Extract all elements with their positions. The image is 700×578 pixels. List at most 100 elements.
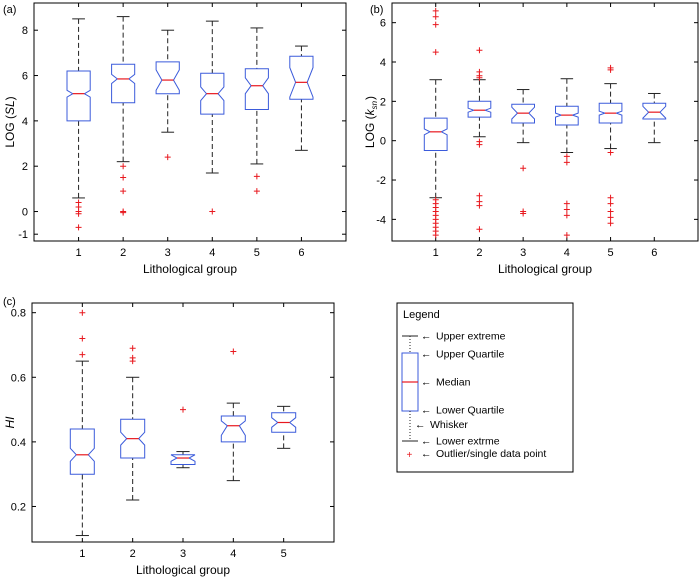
panel-a-y-tick-label: 4 [22,116,28,128]
panel-c-box-group [220,348,246,482]
panel-a-x-tick-label: 3 [165,247,171,259]
panel-a-x-tick-label: 2 [120,247,126,259]
panel-c-y-axis-label: HI [3,416,17,429]
panel-b-outlier-marker [476,74,483,81]
panel-c-panel-label: (c) [3,296,16,308]
panel-b-box-group [555,78,579,239]
panel-a-box [111,63,136,104]
panel-b-outlier-marker [563,206,570,213]
panel-c-outlier-marker [129,345,136,352]
panel-b-outlier-marker [432,49,439,56]
panel-c-outlier-marker [129,358,136,365]
legend-arrow-outlier: ← [421,448,432,460]
panel-a-outlier-marker [120,188,127,195]
legend-label-whisker: Whisker [430,419,468,431]
panel-b-outlier-marker [607,149,614,156]
legend-label-median: Median [436,377,471,389]
panel-c-x-tick-label: 4 [230,548,236,560]
panel-a-box-group [289,45,314,151]
panel-c-x-axis-label: Lithological group [136,563,230,577]
panel-b-y-tick-label: 4 [380,57,386,69]
panel-a-y-tick-label: 0 [22,207,28,219]
panel-b-outlier-marker [563,153,570,160]
panel-b-panel-label: (b) [370,4,383,16]
panel-a-outlier-marker [209,208,216,215]
panel-b-outlier-marker [563,200,570,207]
panel-c-box [69,428,95,475]
panel-c-outlier-marker [79,351,86,358]
panel-b-outlier-marker [520,165,527,172]
legend-arrow-median: ← [421,377,432,389]
panel-a-x-axis-label: Lithological group [143,262,237,276]
panel-b-outlier-marker [476,202,483,209]
legend-label-upper-quartile: Upper Quartile [436,349,504,361]
legend-arrow-upper-quartile: ← [421,349,432,361]
panel-a-outlier-marker [120,174,127,181]
panel-a-outlier-marker [120,209,127,216]
panel-b-outlier-marker [432,13,439,20]
panel-b-outlier-marker [432,21,439,28]
panel-b-x-tick-label: 4 [564,247,570,259]
panel-a-plot-frame [33,2,347,242]
panel-b-outlier-marker [476,47,483,54]
panel-a-x-tick-label: 6 [298,247,304,259]
panel-a-y-axis-label: LOG (SL) [3,96,17,147]
panel-a-y-tick-label: 8 [22,25,28,37]
panel-b-y-axis-label: LOG (ksn ) [363,96,379,148]
panel-b-outlier-marker [607,220,614,227]
panel-c-box-group [170,406,196,469]
panel-b-outlier-marker [563,159,570,166]
panel-a-box-group [66,18,91,231]
panel-c-outlier-marker [79,309,86,316]
legend-arrow-whisker: ← [415,419,426,431]
panel-b-outlier-marker [563,212,570,219]
panel-a-box [200,72,225,115]
panel-a-outlier-marker [75,210,82,217]
panel-a-box-group [200,20,225,215]
panel-b-plot-frame [391,2,699,242]
panel-c-y-tick-label: 0.8 [11,308,26,320]
panel-b-outlier-marker [432,232,439,239]
panel-c-outlier-marker [79,335,86,342]
panel-c-box-group [120,345,146,501]
panel-b-box [642,102,667,120]
panel-c-box-group [271,405,297,449]
panel-c-chart: 0.2 0.4 0.6 0.8 1 2 3 4 5 Lithological group (c) HI [3,296,335,577]
panel-a-outlier-marker [253,173,260,180]
panel-c-y-tick-label: 0.6 [11,372,26,384]
panel-b-chart: -4 -2 0 2 4 6 1 2 3 4 5 6 Lithological group (b) LOG (… [363,2,699,276]
panel-a-box [155,61,180,95]
panel-c-box [120,418,146,459]
panel-c-y-tick-label: 0.4 [11,437,26,449]
panel-b-box [555,105,579,126]
panel-b-outlier-marker [432,7,439,14]
panel-b-y-tick-label: -4 [376,214,386,226]
panel-a-x-tick-label: 1 [76,247,82,259]
panel-b-outlier-marker [563,232,570,239]
legend-outlier-marker: + [407,450,413,461]
panel-b-box-group [423,7,448,239]
panel-a-box-group [111,16,136,216]
panel-a-y-tick-label: 6 [22,71,28,83]
panel-b-y-tick-label: 6 [380,18,386,30]
panel-b-box [467,100,492,118]
legend-arrow-lower-quartile: ← [421,405,432,417]
panel-c-y-tick-label: 0.2 [11,501,26,513]
panel-b-x-axis-label: Lithological group [498,262,592,276]
panel-a-outlier-marker [253,188,260,195]
panel-b-outlier-marker [476,226,483,233]
panel-a-outlier-marker [164,154,171,161]
panel-b-outlier-marker [607,208,614,215]
legend-box: Legend + ← Upper extreme ← Upper Quartil… [396,302,574,473]
panel-b-box [598,102,623,124]
panel-b-y-tick-label: 2 [380,96,386,108]
panel-b-outlier-marker [607,66,614,73]
legend-label-lower-quartile: Lower Quartile [436,405,504,417]
legend-label-outlier: Outlier/single data point [436,448,546,460]
panel-a-x-tick-label: 5 [254,247,260,259]
panel-b-y-tick-label: -2 [376,175,386,187]
panel-b-outlier-marker [520,210,527,217]
panel-a-outlier-marker [75,224,82,231]
panel-b-box-group [642,92,667,144]
